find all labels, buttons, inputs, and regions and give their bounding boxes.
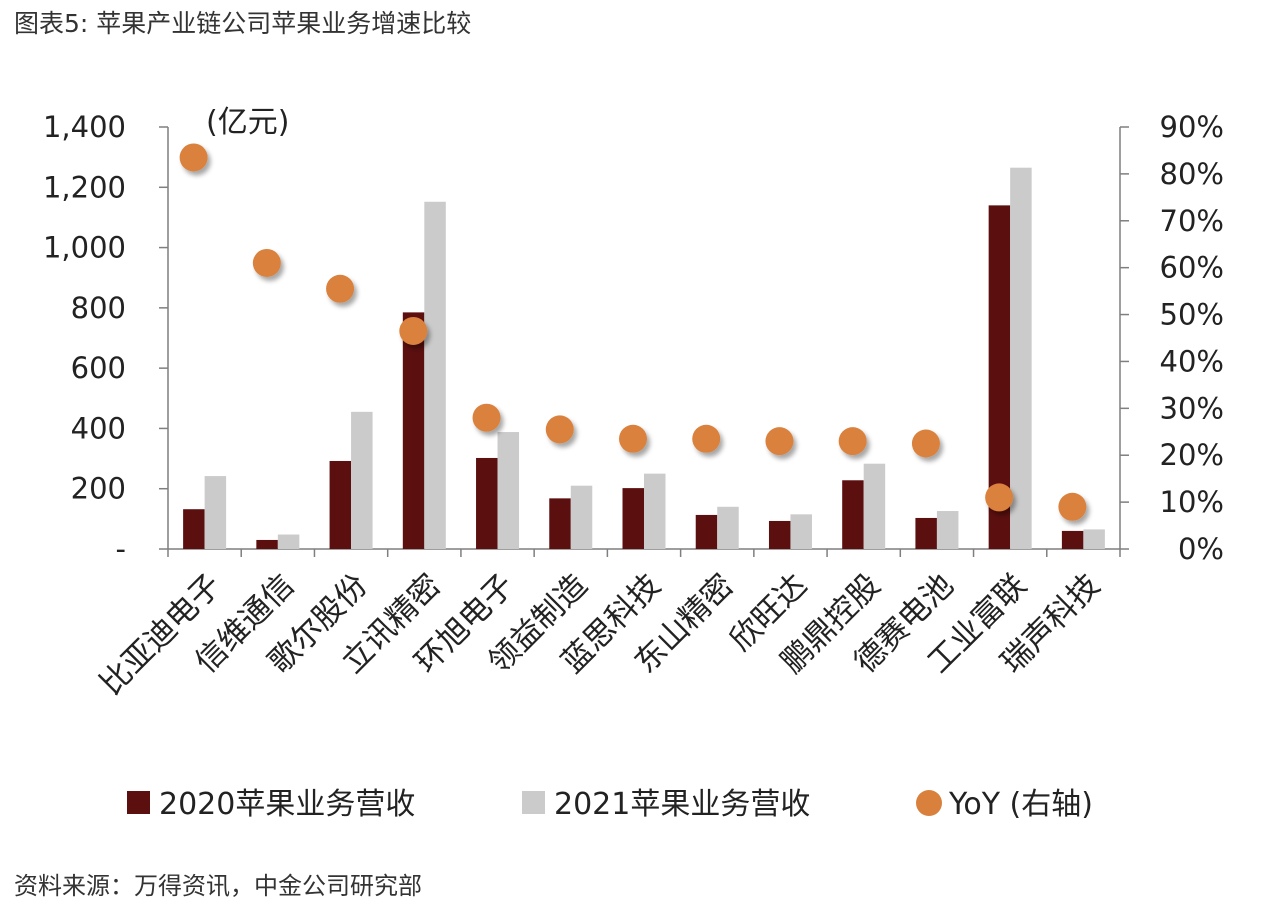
bar-2021 bbox=[1010, 167, 1032, 549]
yoy-points bbox=[179, 143, 1087, 521]
bar-2020 bbox=[842, 480, 864, 549]
bar-2020 bbox=[1061, 530, 1084, 549]
bar-2020 bbox=[988, 205, 1011, 549]
bar-2021 bbox=[351, 411, 373, 549]
bar-2020 bbox=[329, 460, 352, 549]
y-right-tick-label: 90% bbox=[1160, 110, 1224, 144]
y-left-tick-label: - bbox=[116, 532, 126, 566]
legend-2020-swatch bbox=[127, 791, 150, 814]
axes: - 200 400 600 800 1,000 1,200 1,400 0% 10% 20% 30% 4… bbox=[43, 110, 1224, 566]
bar-2021 bbox=[790, 514, 812, 549]
y-left-tick-label: 200 bbox=[71, 472, 126, 506]
bar-2020 bbox=[622, 488, 644, 549]
y-right-tick-label: 30% bbox=[1160, 391, 1224, 425]
y-right-tick-label: 50% bbox=[1160, 298, 1224, 332]
y-left-tick-label: 1,200 bbox=[43, 170, 126, 204]
yoy-point bbox=[692, 424, 721, 453]
bar-2020 bbox=[549, 498, 571, 549]
yoy-point bbox=[179, 143, 208, 172]
y-left-tick-label: 600 bbox=[71, 351, 126, 385]
yoy-point bbox=[545, 415, 574, 444]
bar-2021 bbox=[424, 201, 446, 550]
yoy-point bbox=[838, 427, 867, 456]
legend-2021-label: 2021苹果业务营收 bbox=[554, 787, 810, 822]
y-right-tick-label: 0% bbox=[1178, 532, 1224, 566]
yoy-point bbox=[472, 403, 501, 432]
category-labels: 比亚迪电子信维通信歌尔股份立讯精密环旭电子领益制造蓝思科技东山精密欣旺达鹏鼎控股… bbox=[93, 567, 1107, 702]
yoy-point bbox=[619, 424, 647, 453]
yoy-point bbox=[252, 248, 281, 277]
bar-2021 bbox=[936, 511, 959, 549]
bar-2021 bbox=[497, 432, 520, 549]
y-left-tick-label: 400 bbox=[71, 411, 126, 445]
legend-yoy-label: YoY (右轴) bbox=[948, 787, 1093, 822]
y-left-tick-label: 1,000 bbox=[43, 231, 126, 265]
bar-2020 bbox=[183, 509, 205, 549]
yoy-point bbox=[911, 429, 940, 458]
bar-2020 bbox=[768, 520, 791, 549]
figure-title: 图表5: 苹果产业链公司苹果业务增速比较 bbox=[14, 9, 472, 38]
y-right-tick-label: 70% bbox=[1160, 204, 1224, 238]
bar-2021 bbox=[277, 534, 300, 549]
yoy-point bbox=[399, 316, 428, 345]
y-left-tick-label: 1,400 bbox=[43, 110, 126, 144]
legend-2021-swatch bbox=[522, 791, 545, 814]
bar-2020 bbox=[402, 312, 425, 549]
bars bbox=[183, 167, 1105, 550]
y-right-tick-label: 20% bbox=[1160, 438, 1224, 472]
bar-2020 bbox=[695, 514, 718, 549]
bar-2021 bbox=[204, 476, 227, 549]
y-right-tick-label: 40% bbox=[1160, 344, 1224, 378]
bar-2021 bbox=[570, 485, 593, 549]
yoy-point bbox=[1058, 492, 1087, 521]
unit-label: (亿元) bbox=[206, 105, 289, 140]
y-right-tick-label: 60% bbox=[1160, 251, 1224, 285]
y-left-tick-label: 800 bbox=[71, 291, 126, 325]
bar-2021 bbox=[717, 506, 739, 549]
bar-2020 bbox=[915, 517, 937, 549]
yoy-point bbox=[326, 274, 355, 303]
bar-2020 bbox=[476, 457, 498, 549]
legend-yoy-swatch bbox=[916, 790, 942, 816]
yoy-point bbox=[765, 427, 794, 456]
bar-2020 bbox=[256, 539, 278, 549]
bar-2021 bbox=[863, 463, 886, 549]
bar-2021 bbox=[644, 473, 666, 549]
source-note: 资料来源：万得资讯，中金公司研究部 bbox=[14, 872, 422, 900]
y-right-tick-label: 10% bbox=[1160, 485, 1224, 519]
yoy-point bbox=[985, 483, 1014, 512]
legend: 2020苹果业务营收 2021苹果业务营收 YoY (右轴) bbox=[127, 787, 1093, 822]
legend-2020-label: 2020苹果业务营收 bbox=[159, 787, 415, 822]
y-right-tick-label: 80% bbox=[1160, 157, 1224, 191]
bar-2021 bbox=[1083, 529, 1105, 549]
